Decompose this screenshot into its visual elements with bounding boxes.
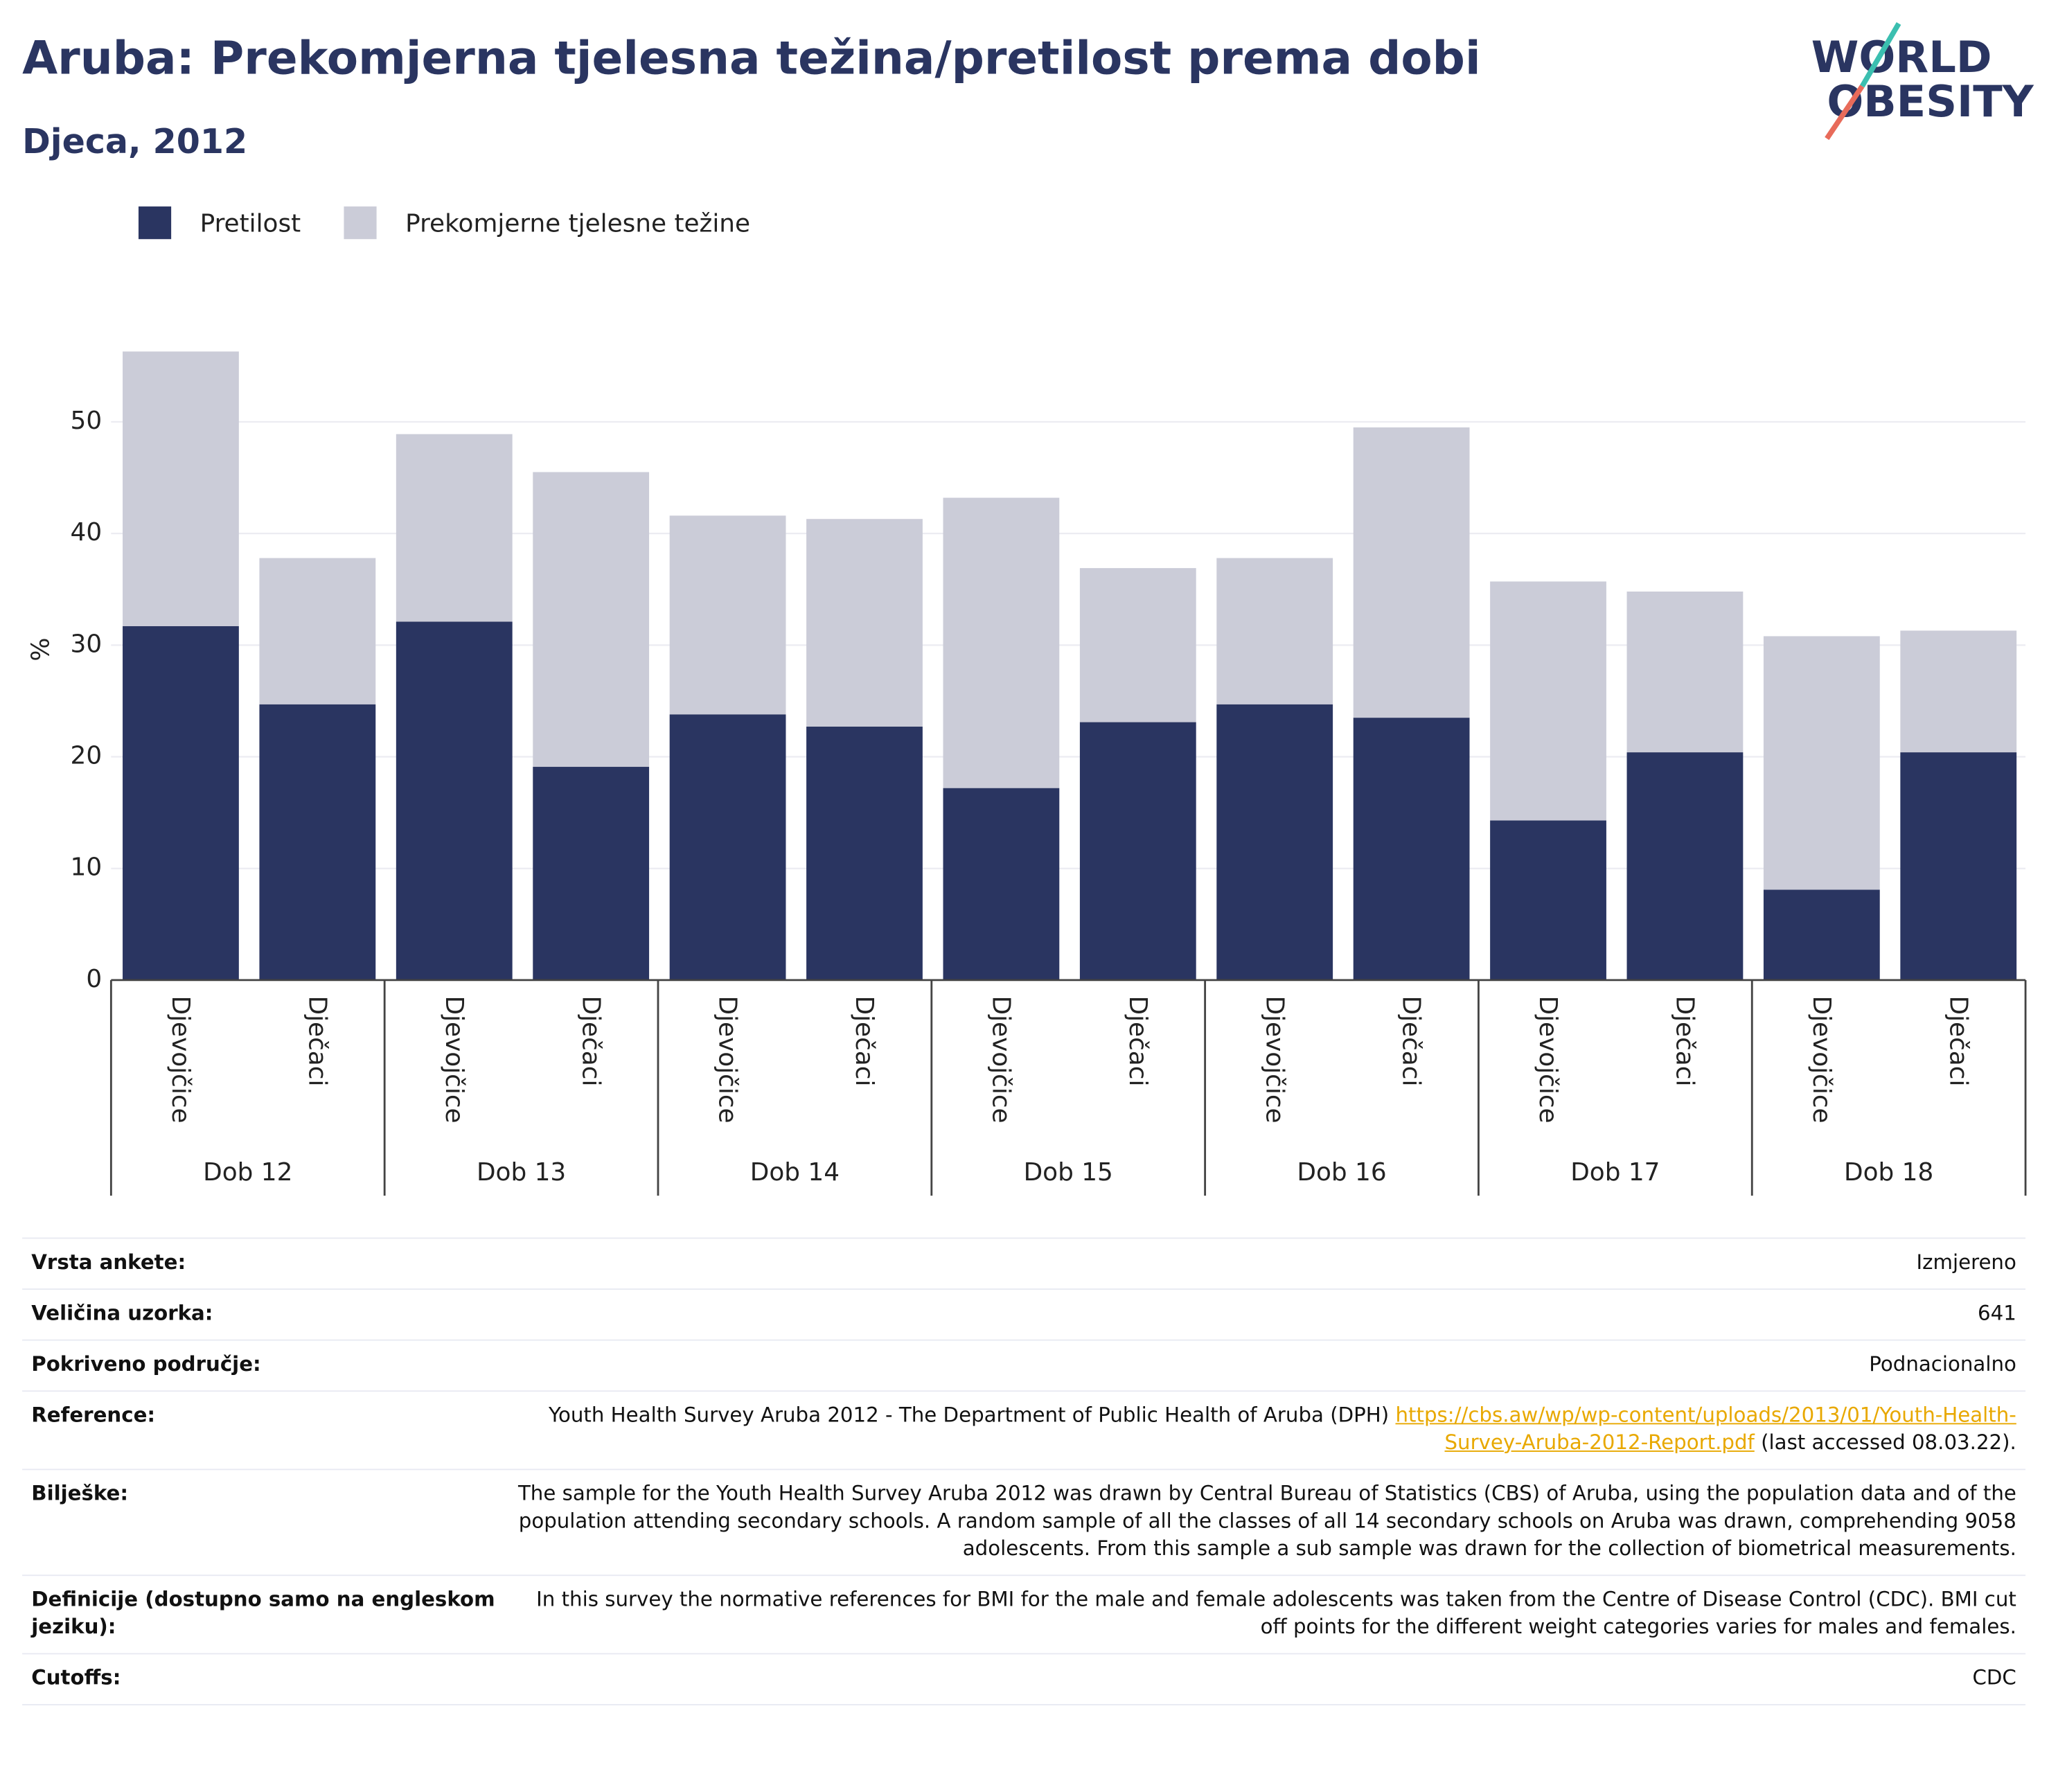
info-value: Podnacionalno — [515, 1351, 2016, 1379]
group-label: Dob 12 — [203, 1158, 292, 1187]
info-value: The sample for the Youth Health Survey A… — [515, 1480, 2016, 1563]
group-label: Dob 16 — [1297, 1158, 1386, 1187]
bar-segment — [1490, 581, 1606, 821]
x-tick-label: Dječaci — [576, 996, 605, 1087]
y-tick-label: 0 — [86, 965, 102, 993]
bar-segment — [806, 519, 923, 727]
bar-segment — [1490, 820, 1606, 980]
info-value: 641 — [515, 1300, 2016, 1328]
group-label: Dob 17 — [1570, 1158, 1660, 1187]
bar-segment — [1353, 427, 1470, 718]
y-axis-title: % — [26, 638, 55, 662]
info-value: Izmjereno — [515, 1249, 2016, 1277]
legend-swatch — [344, 206, 377, 240]
legend-label: Prekomjerne tjelesne težine — [405, 209, 750, 238]
group-label: Dob 14 — [750, 1158, 840, 1187]
group-label: Dob 13 — [477, 1158, 566, 1187]
bar-segment — [1763, 636, 1880, 890]
x-tick-label: Djevojčice — [713, 996, 742, 1124]
x-tick-label: Djevojčice — [166, 996, 195, 1124]
bar-segment — [396, 434, 513, 622]
info-row: Definicije (dostupno samo na engleskom j… — [22, 1574, 2026, 1653]
logo-text: WORLD — [1811, 32, 1992, 82]
x-tick-label: Djevojčice — [1260, 996, 1288, 1124]
bar-segment — [533, 472, 650, 768]
info-row: Reference: Youth Health Survey Aruba 2012… — [22, 1390, 2026, 1469]
chart: Aruba: Prekomjerna tjelesna težina/preti… — [22, 22, 2034, 1196]
reference-link[interactable]: https://cbs.aw/wp/wp-content/uploads/201… — [1395, 1403, 2016, 1455]
bar-segment — [123, 626, 239, 980]
x-tick-label: Dječaci — [1124, 996, 1152, 1087]
info-label: Definicije (dostupno samo na engleskom j… — [31, 1588, 495, 1639]
info-label: Reference: — [31, 1403, 156, 1428]
bar-segment — [259, 558, 376, 704]
info-text: In this survey the normative references … — [536, 1588, 2016, 1639]
info-text: Podnacionalno — [1869, 1352, 2016, 1376]
x-tick-label: Djevojčice — [440, 996, 468, 1124]
bar-segment — [943, 497, 1060, 788]
info-label: Pokriveno područje: — [31, 1352, 261, 1376]
y-tick-label: 30 — [71, 630, 103, 658]
info-row: Vrsta ankete: Izmjereno — [22, 1237, 2026, 1289]
y-tick-label: 10 — [71, 853, 103, 882]
info-text: The sample for the Youth Health Survey A… — [517, 1482, 2016, 1561]
info-text: Izmjereno — [1916, 1250, 2016, 1275]
y-tick-label: 20 — [71, 742, 103, 770]
bar-segment — [1900, 752, 2017, 980]
bar-segment — [1900, 630, 2017, 753]
logo-slash — [1825, 85, 1865, 141]
x-tick-label: Dječaci — [1671, 996, 1699, 1087]
x-tick-label: Djevojčice — [987, 996, 1015, 1124]
info-value: CDC — [515, 1665, 2016, 1692]
x-tick-label: Djevojčice — [1534, 996, 1562, 1124]
info-text: (last accessed 08.03.22). — [1761, 1430, 2016, 1455]
logo-slash — [1860, 22, 1901, 88]
info-value: Youth Health Survey Aruba 2012 - The Dep… — [515, 1402, 2016, 1457]
info-table: Vrsta ankete: Izmjereno Veličina uzorka: 64… — [22, 1237, 2026, 1705]
bar-segment — [669, 714, 786, 980]
bar-segment — [1763, 889, 1880, 980]
info-row: Bilješke: The sample for the Youth Health… — [22, 1469, 2026, 1574]
chart-subtitle: Djeca, 2012 — [22, 121, 247, 161]
x-tick-label: Dječaci — [1944, 996, 1972, 1087]
bar-segment — [1626, 752, 1744, 980]
bar-segment — [533, 767, 650, 980]
bar-segment — [1353, 718, 1470, 980]
bar-segment — [1079, 568, 1196, 722]
info-row: Veličina uzorka: 641 — [22, 1288, 2026, 1340]
bar-segment — [1216, 704, 1333, 980]
info-label: Bilješke: — [31, 1482, 129, 1506]
info-text: Youth Health Survey Aruba 2012 - The Dep… — [548, 1403, 1390, 1428]
info-value: In this survey the normative references … — [515, 1586, 2016, 1641]
bar-segment — [669, 515, 786, 715]
bar-segment — [1626, 591, 1744, 753]
bar-segment — [123, 351, 239, 626]
x-tick-label: Dječaci — [1397, 996, 1426, 1087]
info-label: Veličina uzorka: — [31, 1301, 213, 1325]
x-tick-label: Dječaci — [303, 996, 331, 1087]
group-label: Dob 18 — [1844, 1158, 1933, 1187]
info-text: 641 — [1978, 1301, 2016, 1325]
x-tick-label: Dječaci — [850, 996, 878, 1087]
info-label: Vrsta ankete: — [31, 1250, 186, 1275]
bar-segment — [396, 621, 513, 980]
logo-text: OBESITY — [1827, 76, 2034, 127]
legend-swatch — [138, 206, 172, 240]
info-row: Cutoffs: CDC — [22, 1653, 2026, 1705]
info-label: Cutoffs: — [31, 1666, 121, 1690]
bar-segment — [1216, 558, 1333, 704]
info-text: CDC — [1972, 1666, 2016, 1690]
bar-segment — [943, 788, 1060, 980]
y-tick-label: 40 — [71, 518, 103, 547]
group-label: Dob 15 — [1024, 1158, 1113, 1187]
legend-label: Pretilost — [200, 209, 301, 238]
x-tick-label: Djevojčice — [1807, 996, 1836, 1124]
bar-segment — [259, 704, 376, 980]
bar-segment — [1079, 722, 1196, 980]
bar-segment — [806, 726, 923, 980]
chart-title: Aruba: Prekomjerna tjelesna težina/preti… — [22, 32, 1481, 85]
info-row: Pokriveno područje: Podnacionalno — [22, 1339, 2026, 1391]
y-tick-label: 50 — [71, 407, 103, 435]
